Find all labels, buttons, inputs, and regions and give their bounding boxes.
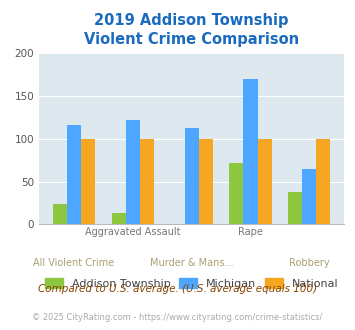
Bar	[244, 79, 258, 224]
Text: Murder & Mans...: Murder & Mans...	[150, 258, 234, 268]
Legend: Addison Township, Michigan, National: Addison Township, Michigan, National	[45, 278, 338, 289]
Text: All Violent Crime: All Violent Crime	[33, 258, 115, 268]
Bar	[112, 213, 126, 224]
Bar	[67, 125, 81, 224]
Text: Compared to U.S. average. (U.S. average equals 100): Compared to U.S. average. (U.S. average …	[38, 284, 317, 294]
Bar	[126, 120, 140, 224]
Text: Robbery: Robbery	[289, 258, 329, 268]
Text: © 2025 CityRating.com - https://www.cityrating.com/crime-statistics/: © 2025 CityRating.com - https://www.city…	[32, 313, 323, 322]
Bar	[288, 192, 302, 224]
Bar	[199, 139, 213, 224]
Bar	[316, 139, 331, 224]
Bar	[302, 169, 316, 224]
Title: 2019 Addison Township
Violent Crime Comparison: 2019 Addison Township Violent Crime Comp…	[84, 13, 299, 48]
Bar	[81, 139, 95, 224]
Bar	[140, 139, 154, 224]
Bar	[258, 139, 272, 224]
Bar	[229, 163, 244, 224]
Bar	[53, 204, 67, 224]
Bar	[185, 128, 199, 224]
